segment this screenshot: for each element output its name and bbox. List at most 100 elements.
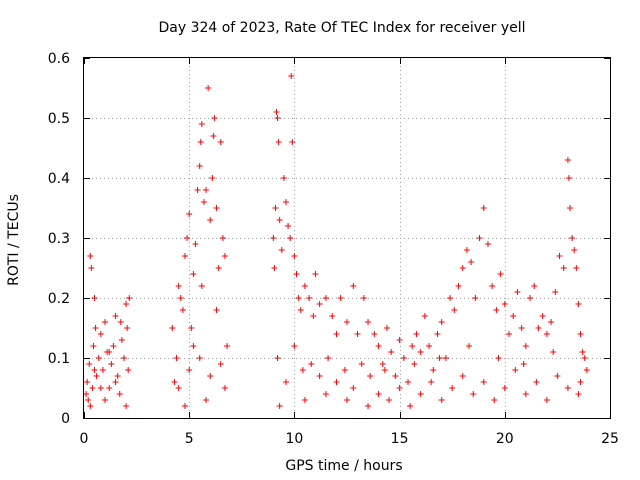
data-point bbox=[344, 397, 350, 403]
data-point bbox=[184, 235, 191, 241]
data-point bbox=[99, 367, 106, 373]
data-point bbox=[285, 223, 292, 229]
data-point bbox=[571, 247, 578, 253]
data-point bbox=[556, 253, 563, 259]
data-point bbox=[86, 361, 93, 367]
data-point bbox=[278, 247, 285, 253]
data-point bbox=[213, 205, 220, 211]
data-point bbox=[280, 175, 287, 181]
data-point bbox=[120, 355, 127, 361]
data-point bbox=[310, 313, 317, 319]
data-point bbox=[181, 253, 188, 259]
data-point bbox=[219, 235, 226, 241]
data-point bbox=[276, 403, 283, 409]
data-point bbox=[426, 343, 433, 349]
data-point bbox=[209, 175, 216, 181]
data-point bbox=[282, 379, 289, 385]
data-point bbox=[344, 319, 350, 325]
data-point bbox=[564, 385, 571, 391]
data-point bbox=[179, 307, 186, 313]
data-point bbox=[215, 265, 222, 271]
data-point bbox=[411, 361, 418, 367]
data-point bbox=[126, 295, 133, 301]
data-point bbox=[518, 325, 525, 331]
data-point bbox=[564, 157, 571, 163]
data-point bbox=[124, 325, 131, 331]
data-point bbox=[535, 325, 542, 331]
data-point bbox=[430, 367, 437, 373]
data-point bbox=[210, 133, 217, 139]
data-point bbox=[301, 397, 308, 403]
data-point bbox=[495, 355, 502, 361]
data-point bbox=[531, 283, 538, 289]
data-point bbox=[575, 391, 582, 397]
data-point bbox=[217, 361, 224, 367]
y-tick-label: 0.6 bbox=[48, 51, 70, 67]
data-point bbox=[514, 289, 521, 295]
data-point bbox=[466, 343, 473, 349]
data-point bbox=[573, 265, 580, 271]
data-point bbox=[197, 139, 204, 145]
data-point bbox=[417, 391, 424, 397]
data-point bbox=[114, 373, 121, 379]
data-point bbox=[83, 391, 90, 397]
data-point bbox=[459, 265, 466, 271]
data-point bbox=[123, 403, 130, 409]
x-tick-label: 10 bbox=[285, 431, 303, 447]
data-point bbox=[217, 139, 224, 145]
data-point bbox=[569, 235, 576, 241]
data-point bbox=[522, 343, 529, 349]
data-point bbox=[171, 379, 178, 385]
data-point bbox=[108, 361, 115, 367]
data-point bbox=[276, 217, 283, 223]
data-points bbox=[83, 73, 590, 409]
data-point bbox=[396, 385, 403, 391]
data-point bbox=[102, 397, 109, 403]
data-point bbox=[207, 217, 214, 223]
data-point bbox=[194, 187, 201, 193]
data-point bbox=[476, 235, 483, 241]
data-point bbox=[117, 319, 124, 325]
data-point bbox=[367, 373, 374, 379]
data-point bbox=[301, 283, 308, 289]
data-point bbox=[173, 355, 180, 361]
x-axis-label: GPS time / hours bbox=[285, 458, 402, 474]
data-point bbox=[91, 367, 98, 373]
data-point bbox=[577, 379, 584, 385]
data-point bbox=[459, 373, 466, 379]
data-point bbox=[207, 373, 214, 379]
data-point bbox=[484, 241, 491, 247]
data-point bbox=[203, 397, 210, 403]
data-point bbox=[560, 265, 567, 271]
data-point bbox=[375, 391, 382, 397]
data-point bbox=[211, 115, 218, 121]
data-point bbox=[97, 385, 104, 391]
data-point bbox=[288, 73, 295, 79]
data-point bbox=[91, 295, 98, 301]
data-point bbox=[198, 121, 205, 127]
data-point bbox=[400, 355, 407, 361]
data-point bbox=[270, 235, 277, 241]
grid bbox=[84, 58, 610, 418]
data-point bbox=[350, 283, 357, 289]
data-point bbox=[297, 307, 304, 313]
data-point bbox=[501, 301, 508, 307]
data-point bbox=[325, 355, 332, 361]
data-point bbox=[463, 247, 470, 253]
data-point bbox=[102, 319, 109, 325]
data-point bbox=[522, 391, 529, 397]
data-point bbox=[198, 283, 205, 289]
data-point bbox=[434, 331, 441, 337]
data-point bbox=[221, 253, 228, 259]
x-tick-label: 5 bbox=[185, 431, 194, 447]
data-point bbox=[316, 373, 323, 379]
data-point bbox=[92, 325, 99, 331]
chart-title: Day 324 of 2023, Rate Of TEC Index for r… bbox=[158, 20, 525, 36]
y-tick-label: 0.3 bbox=[48, 231, 70, 247]
data-point bbox=[291, 343, 298, 349]
x-tick-label: 20 bbox=[496, 431, 514, 447]
data-point bbox=[190, 343, 197, 349]
y-tick-labels: 0 0.1 0.2 0.3 0.4 0.5 0.6 bbox=[48, 51, 70, 427]
data-point bbox=[221, 385, 228, 391]
data-point bbox=[449, 385, 456, 391]
